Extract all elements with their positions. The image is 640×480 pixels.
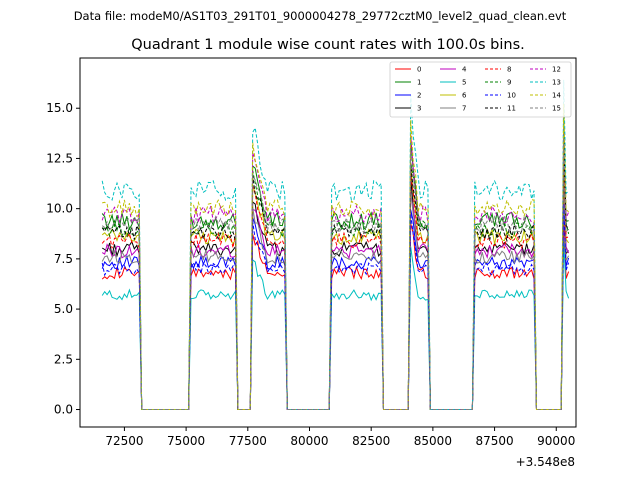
legend-label-10: 10 <box>507 92 516 100</box>
legend-label-4: 4 <box>462 66 467 74</box>
legend-label-2: 2 <box>417 92 421 100</box>
x-tick-label: 87500 <box>475 434 513 448</box>
legend-label-12: 12 <box>552 66 561 74</box>
y-tick-label: 15.0 <box>46 101 73 115</box>
y-tick-label: 0.0 <box>54 403 73 417</box>
x-tick-label: 82500 <box>352 434 390 448</box>
legend-label-8: 8 <box>507 66 511 74</box>
x-tick-label: 80000 <box>290 434 328 448</box>
legend-label-5: 5 <box>462 79 466 87</box>
y-tick-label: 5.0 <box>54 302 73 316</box>
legend-label-3: 3 <box>417 105 421 113</box>
x-tick-label: 85000 <box>414 434 452 448</box>
chart-title: Quadrant 1 module wise count rates with … <box>131 37 525 53</box>
series-line-15 <box>101 137 569 410</box>
x-tick-label: 75000 <box>167 434 205 448</box>
x-tick-label: 90000 <box>537 434 575 448</box>
legend-label-6: 6 <box>462 92 467 100</box>
y-tick-label: 2.5 <box>54 352 73 366</box>
legend-label-9: 9 <box>507 79 511 87</box>
legend-label-1: 1 <box>417 79 421 87</box>
legend-frame <box>389 61 572 118</box>
legend-label-7: 7 <box>462 105 466 113</box>
legend-label-0: 0 <box>417 66 421 74</box>
legend-label-13: 13 <box>552 79 561 87</box>
y-axis: 0.0 2.5 5.0 7.5 10.0 12.5 15.0 <box>46 101 80 417</box>
plot-area-frame <box>79 57 577 428</box>
y-tick-label: 12.5 <box>46 151 73 165</box>
series-line-12 <box>101 113 570 410</box>
series-line-8 <box>101 149 569 410</box>
legend-label-11: 11 <box>507 105 516 113</box>
x-offset-label: +3.548e8 <box>516 455 575 469</box>
x-tick-label: 72500 <box>105 434 143 448</box>
data-file-suptitle: Data file: modeM0/AS1T03_291T01_90000042… <box>74 9 567 23</box>
legend-label-14: 14 <box>552 92 561 100</box>
series-line-14 <box>102 103 569 410</box>
x-tick-label: 77500 <box>229 434 267 448</box>
y-tick-label: 7.5 <box>54 252 73 266</box>
legend-label-15: 15 <box>552 105 561 113</box>
series-lines <box>101 79 570 410</box>
y-tick-label: 10.0 <box>46 202 73 216</box>
x-axis: 72500 75000 77500 80000 82500 85000 87500 90000 <box>105 427 575 448</box>
